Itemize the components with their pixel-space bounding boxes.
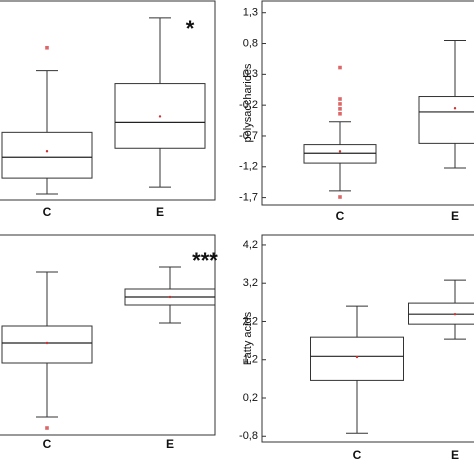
x-tick-label: C bbox=[336, 209, 345, 223]
plot-frame bbox=[261, 0, 474, 206]
y-tick-label: -0,2 bbox=[239, 99, 258, 111]
outlier bbox=[338, 107, 342, 111]
x-tick-label: C bbox=[353, 448, 362, 462]
x-tick-label: E bbox=[166, 437, 174, 451]
y-tick-label: -1,7 bbox=[239, 192, 258, 204]
mean bbox=[355, 355, 359, 359]
outlier bbox=[338, 97, 342, 101]
mean bbox=[168, 295, 172, 299]
outlier bbox=[338, 102, 342, 106]
y-axis-label: polysaccharides bbox=[242, 63, 254, 142]
box bbox=[303, 144, 377, 164]
y-tick-label: 3,2 bbox=[243, 277, 258, 289]
y-tick-label: 1,3 bbox=[243, 7, 258, 19]
outlier bbox=[45, 426, 49, 430]
plot-frame bbox=[261, 234, 474, 443]
outlier bbox=[45, 45, 49, 50]
box bbox=[1, 325, 93, 364]
y-tick-label: 0,2 bbox=[243, 392, 258, 404]
plot-frame bbox=[0, 234, 216, 436]
box bbox=[418, 96, 474, 144]
y-tick-label: -0,7 bbox=[239, 130, 258, 142]
mean bbox=[338, 150, 342, 153]
mean bbox=[45, 341, 49, 345]
x-tick-label: E bbox=[156, 205, 164, 219]
x-tick-label: E bbox=[451, 209, 459, 223]
mean bbox=[453, 313, 457, 316]
y-tick-label: 4,2 bbox=[243, 239, 258, 251]
outlier bbox=[338, 111, 342, 116]
x-tick-label: C bbox=[43, 205, 52, 219]
significance: *** bbox=[192, 248, 218, 273]
y-tick-label: 0,3 bbox=[243, 68, 258, 80]
mean bbox=[158, 115, 162, 118]
y-tick-label: -0,8 bbox=[239, 430, 258, 442]
mean bbox=[45, 150, 49, 153]
plot-frame bbox=[0, 0, 216, 201]
mean bbox=[453, 107, 457, 110]
y-tick-label: 2,2 bbox=[243, 315, 258, 327]
significance: * bbox=[186, 16, 195, 41]
y-axis-label: Fatty acids bbox=[242, 311, 254, 365]
x-tick-label: C bbox=[43, 437, 52, 451]
outlier bbox=[338, 65, 342, 70]
y-tick-label: 0,8 bbox=[243, 37, 258, 49]
box bbox=[1, 131, 93, 179]
x-tick-label: E bbox=[451, 448, 459, 462]
y-tick-label: -1,2 bbox=[239, 161, 258, 173]
outlier bbox=[338, 195, 342, 199]
y-tick-label: 1,2 bbox=[243, 354, 258, 366]
box bbox=[310, 336, 404, 381]
